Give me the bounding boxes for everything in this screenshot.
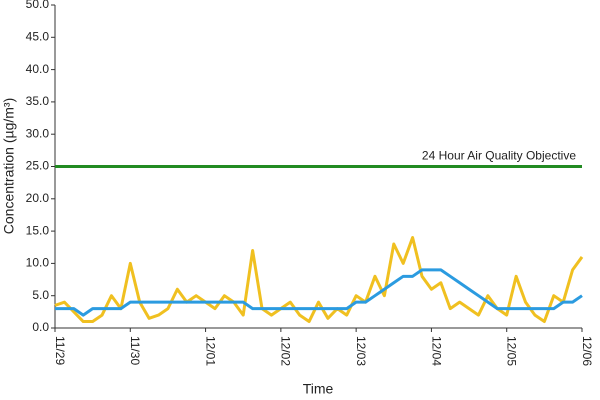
x-tick-label: 11/30 (128, 336, 142, 365)
x-tick-label: 12/05 (505, 336, 519, 366)
y-tick-label: 0.0 (32, 320, 49, 334)
x-tick-label: 12/04 (429, 336, 443, 366)
y-tick-label: 5.0 (32, 288, 49, 302)
series-line (55, 268, 583, 317)
x-tick-label: 12/01 (203, 336, 217, 366)
reference-label: 24 Hour Air Quality Objective (422, 149, 576, 163)
series-line (54, 236, 584, 324)
y-tick-label: 35.0 (26, 94, 50, 108)
y-tick-label: 20.0 (26, 191, 50, 205)
x-tick-label: 11/29 (53, 336, 67, 365)
x-tick-label: 12/06 (580, 336, 594, 366)
y-tick-label: 40.0 (26, 62, 50, 76)
y-tick-label: 30.0 (26, 126, 50, 140)
y-tick-label: 50.0 (26, 0, 50, 11)
y-tick-label: 25.0 (26, 159, 50, 173)
y-tick-label: 10.0 (26, 256, 50, 270)
y-tick-label: 45.0 (26, 29, 50, 43)
x-tick-label: 12/03 (354, 336, 368, 366)
x-tick-label: 12/02 (279, 336, 293, 366)
y-tick-label: 15.0 (26, 223, 50, 237)
y-axis-title: Concentration (µg/m³) (1, 98, 17, 234)
x-axis-title: Time (303, 381, 334, 397)
